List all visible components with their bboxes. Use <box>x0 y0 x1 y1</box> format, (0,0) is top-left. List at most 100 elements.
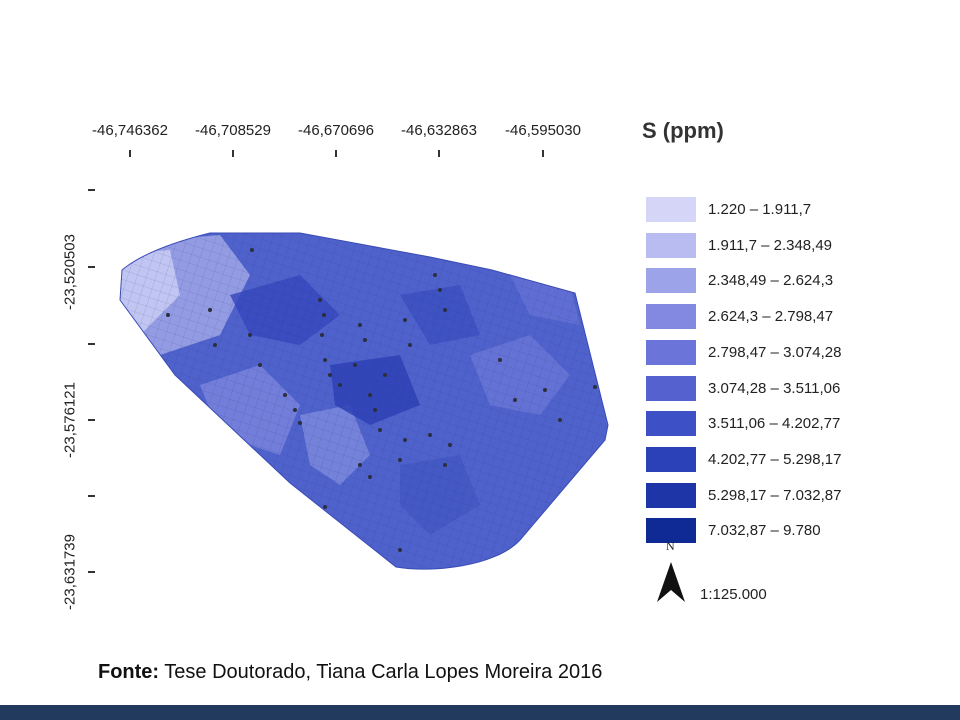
legend-item: 3.511,06 – 4.202,77 <box>646 409 840 438</box>
longitude-label: -46,746362 <box>92 122 168 139</box>
latitude-tick <box>88 343 95 345</box>
legend-title: S (ppm) <box>642 118 724 143</box>
legend-label: 3.511,06 – 4.202,77 <box>708 415 841 433</box>
legend-swatch <box>646 446 696 472</box>
legend-swatch <box>646 411 696 437</box>
sample-point <box>408 343 412 347</box>
sample-point <box>448 443 452 447</box>
latitude-tick <box>88 419 95 421</box>
sample-point <box>543 388 547 392</box>
sample-point <box>513 398 517 402</box>
sample-point <box>323 505 327 509</box>
legend-item: 3.074,28 – 3.511,06 <box>646 374 840 403</box>
legend-swatch <box>646 339 696 365</box>
street-network <box>120 233 608 570</box>
legend-item: 2.798,47 – 3.074,28 <box>646 338 841 367</box>
legend-label: 4.202,77 – 5.298,17 <box>708 450 842 468</box>
legend-label: 5.298,17 – 7.032,87 <box>708 486 842 504</box>
longitude-tick <box>438 150 440 157</box>
sample-point <box>443 463 447 467</box>
sample-point <box>248 333 252 337</box>
sample-point <box>443 308 447 312</box>
source-label: Fonte: <box>98 661 160 683</box>
legend-label: 2.348,49 – 2.624,3 <box>708 272 834 290</box>
legend-swatch <box>646 518 696 544</box>
longitude-tick <box>335 150 337 157</box>
sample-point <box>298 421 302 425</box>
latitude-tick <box>88 266 95 268</box>
sample-point <box>250 248 254 252</box>
sample-point <box>258 363 262 367</box>
north-label: N <box>666 539 675 553</box>
legend-item: 2.348,49 – 2.624,3 <box>646 266 833 295</box>
map-scale: 1:125.000 <box>700 586 767 603</box>
legend-item: 7.032,87 – 9.780 <box>646 516 821 545</box>
sample-points <box>166 248 597 552</box>
legend-swatch <box>646 375 696 401</box>
sample-point <box>323 358 327 362</box>
legend-label: 2.624,3 – 2.798,47 <box>708 308 834 326</box>
region-boundary <box>119 232 609 570</box>
sample-point <box>403 318 407 322</box>
longitude-tick <box>232 150 234 157</box>
longitude-tick <box>542 150 544 157</box>
sample-point <box>498 358 502 362</box>
longitude-label: -46,632863 <box>401 122 477 139</box>
longitude-label: -46,595030 <box>505 122 581 139</box>
sample-point <box>338 383 342 387</box>
source-citation: Fonte: Tese Doutorado, Tiana Carla Lopes… <box>98 661 602 684</box>
legend-label: 7.032,87 – 9.780 <box>708 522 821 540</box>
legend-item: 1.220 – 1.911,7 <box>646 195 811 224</box>
source-text: Tese Doutorado, Tiana Carla Lopes Moreir… <box>159 661 603 683</box>
legend-item: 1.911,7 – 2.348,49 <box>646 231 832 260</box>
sample-point <box>398 548 402 552</box>
sample-point <box>358 323 362 327</box>
sample-point <box>558 418 562 422</box>
sample-point <box>328 373 332 377</box>
legend-label: 3.074,28 – 3.511,06 <box>708 379 841 397</box>
latitude-label: -23,576121 <box>61 382 79 458</box>
sample-point <box>318 298 322 302</box>
sample-point <box>438 288 442 292</box>
legend-swatch <box>646 304 696 330</box>
sample-point <box>368 393 372 397</box>
legend-label: 2.798,47 – 3.074,28 <box>708 343 842 361</box>
legend-swatch <box>646 268 696 294</box>
latitude-tick <box>88 189 95 191</box>
longitude-tick <box>129 150 131 157</box>
sample-point <box>398 458 402 462</box>
sample-point <box>403 438 407 442</box>
latitude-tick <box>88 571 95 573</box>
sample-point <box>433 273 437 277</box>
sample-point <box>322 313 326 317</box>
sample-point <box>283 393 287 397</box>
sample-point <box>353 363 357 367</box>
sample-point <box>383 373 387 377</box>
legend-label: 1.911,7 – 2.348,49 <box>708 236 832 254</box>
legend-swatch <box>646 482 696 508</box>
latitude-label: -23,520503 <box>61 234 79 310</box>
latitude-label: -23,631739 <box>61 534 79 610</box>
sample-point <box>428 433 432 437</box>
legend-item: 4.202,77 – 5.298,17 <box>646 445 841 474</box>
sample-point <box>208 308 212 312</box>
sample-point <box>293 408 297 412</box>
longitude-label: -46,708529 <box>195 122 271 139</box>
sample-point <box>373 408 377 412</box>
sample-point <box>378 428 382 432</box>
longitude-label: -46,670696 <box>298 122 374 139</box>
sample-point <box>166 313 170 317</box>
legend-item: 2.624,3 – 2.798,47 <box>646 302 833 331</box>
legend-label: 1.220 – 1.911,7 <box>708 201 812 218</box>
sample-point <box>358 463 362 467</box>
sample-point <box>320 333 324 337</box>
latitude-tick <box>88 495 95 497</box>
legend-swatch <box>646 232 696 258</box>
footer-bar <box>0 705 960 720</box>
sulfur-concentration-map <box>119 232 609 570</box>
sample-point <box>593 385 597 389</box>
sample-point <box>363 338 367 342</box>
legend-item: 5.298,17 – 7.032,87 <box>646 481 841 510</box>
sample-point <box>368 475 372 479</box>
north-arrow-icon <box>657 562 685 602</box>
